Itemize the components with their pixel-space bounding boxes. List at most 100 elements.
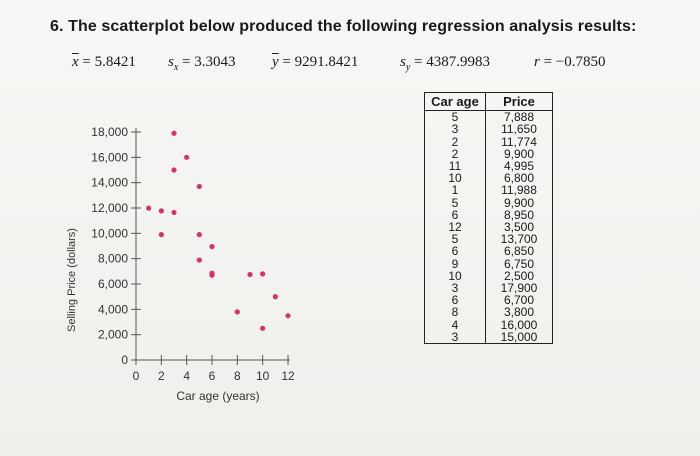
x-tick-label: 10 — [256, 369, 270, 383]
data-point — [158, 208, 164, 214]
car-age-column: 5 3 2 2 11 10 1 5 6 12 5 6 9 10 3 6 8 4 3 — [424, 110, 486, 345]
data-point — [247, 271, 253, 278]
car-age-value: 11 — [448, 159, 462, 174]
y-tick-label: 4,000 — [98, 302, 128, 316]
y-tick-label: 0 — [121, 353, 128, 367]
x-tick-label: 6 — [209, 369, 216, 383]
stat-xbar: x = 5.8421 — [72, 54, 136, 71]
price-value: 13,700 — [500, 232, 538, 247]
y-axis-label: Selling Price (dollars) — [66, 228, 78, 332]
car-age-value: 3 — [451, 122, 459, 137]
price-value: 3,800 — [503, 305, 535, 320]
y-tick-label: 14,000 — [91, 176, 128, 190]
stat-sx-sub: x — [173, 62, 179, 73]
stat-sx: sx = 3.3043 — [168, 54, 236, 73]
car-age-value: 9 — [451, 256, 459, 271]
stat-sx-symbol: s — [168, 54, 174, 70]
data-point — [184, 154, 190, 160]
stat-xbar-value: = 5.8421 — [82, 54, 136, 70]
car-age-value: 5 — [451, 195, 459, 210]
y-tick-label: 8,000 — [98, 252, 128, 266]
header-car-age: Car age — [424, 91, 486, 112]
car-age-value: 6 — [451, 244, 459, 259]
car-age-value: 3 — [451, 281, 459, 296]
data-point — [209, 272, 215, 278]
price-value: 11,988 — [501, 183, 537, 198]
y-tick-label: 18,000 — [91, 125, 128, 139]
stat-r-symbol: r — [534, 54, 540, 70]
car-age-value: 8 — [451, 305, 459, 320]
data-point — [196, 232, 202, 238]
stat-ybar: y = 9291.8421 — [272, 54, 358, 71]
price-column: 7,888 11,650 11,774 9,900 4,995 6,800 11,988 9,… — [485, 110, 553, 345]
data-point — [260, 325, 266, 331]
stat-r: r = −0.7850 — [534, 54, 606, 71]
x-tick-label: 12 — [281, 369, 295, 383]
price-value: 4,995 — [503, 159, 535, 174]
data-point — [260, 271, 266, 277]
price-value: 16,000 — [500, 317, 538, 332]
scatterplot-svg: 0 2,000 4,000 6,000 8,000 10,000 12,000 14,000 1… — [66, 125, 295, 403]
car-age-value: 12 — [448, 220, 462, 235]
stat-sy: sy = 4387.9983 — [400, 54, 490, 73]
header-price: Price — [485, 91, 553, 112]
stat-sy-sub: y — [405, 62, 411, 73]
y-tick-label: 10,000 — [91, 226, 128, 240]
price-value: 6,750 — [503, 256, 535, 271]
price-value: 6,700 — [503, 293, 535, 308]
price-value: 9,900 — [503, 146, 535, 161]
scatterplot: 0 2,000 4,000 6,000 8,000 10,000 12,000 14,000 1… — [60, 110, 310, 410]
x-axis-label: Car age (years) — [176, 389, 259, 403]
question-number: 6. — [50, 18, 64, 35]
data-table: Car age Price 5 3 2 2 11 10 1 5 6 12 5 6 9 10 3 6 8 4 3 7,… — [424, 91, 553, 345]
data-point — [272, 294, 278, 300]
car-age-value: 2 — [451, 146, 459, 161]
price-value: 11,650 — [501, 122, 537, 137]
y-tick-label: 6,000 — [98, 277, 128, 291]
data-point — [171, 130, 177, 136]
car-age-value: 5 — [451, 232, 459, 247]
price-value: 9,900 — [503, 195, 535, 210]
price-value: 8,950 — [503, 207, 535, 222]
price-value: 6,800 — [503, 171, 535, 186]
price-value: 17,900 — [500, 281, 538, 296]
data-point — [158, 232, 164, 238]
question-text: The scatterplot below produced the follo… — [68, 18, 637, 35]
data-point — [146, 205, 152, 211]
car-age-value: 6 — [451, 293, 459, 308]
car-age-value: 1 — [451, 183, 459, 198]
x-tick-label: 0 — [133, 369, 140, 383]
table-header-row: Car age Price — [424, 91, 553, 112]
stat-ybar-value: = 9291.8421 — [282, 54, 359, 70]
price-value: 3,500 — [503, 220, 535, 235]
price-value: 2,500 — [503, 268, 535, 283]
stat-sy-symbol: s — [400, 54, 406, 70]
stat-xbar-symbol: x — [72, 54, 79, 70]
data-point — [234, 309, 240, 315]
car-age-value: 10 — [448, 171, 462, 186]
y-tick-label: 2,000 — [98, 328, 128, 342]
y-tick-label: 12,000 — [91, 201, 128, 215]
car-age-value: 2 — [451, 134, 459, 149]
axes: 0 2,000 4,000 6,000 8,000 10,000 12,000 14,000 1… — [91, 125, 295, 383]
stat-r-value: = −0.7850 — [543, 54, 606, 70]
price-value: 7,888 — [503, 110, 535, 125]
data-point — [171, 167, 177, 173]
data-points — [146, 130, 291, 331]
car-age-value: 4 — [451, 317, 459, 332]
question-title: 6. The scatterplot below produced the fo… — [50, 18, 636, 36]
data-point — [196, 183, 202, 190]
data-point — [285, 313, 291, 319]
table-body-row: 5 3 2 2 11 10 1 5 6 12 5 6 9 10 3 6 8 4 3 7,888 11,650 11,77… — [424, 110, 553, 345]
stat-ybar-symbol: y — [272, 54, 279, 70]
data-point — [209, 244, 215, 250]
stat-sy-value: = 4387.9983 — [414, 54, 491, 70]
price-value: 6,850 — [503, 244, 535, 259]
price-value: 11,774 — [501, 134, 537, 149]
x-tick-label: 4 — [183, 369, 190, 383]
car-age-value: 10 — [448, 268, 462, 283]
stat-sx-value: = 3.3043 — [182, 54, 236, 70]
price-value: 15,000 — [500, 329, 538, 344]
data-point — [171, 209, 177, 216]
